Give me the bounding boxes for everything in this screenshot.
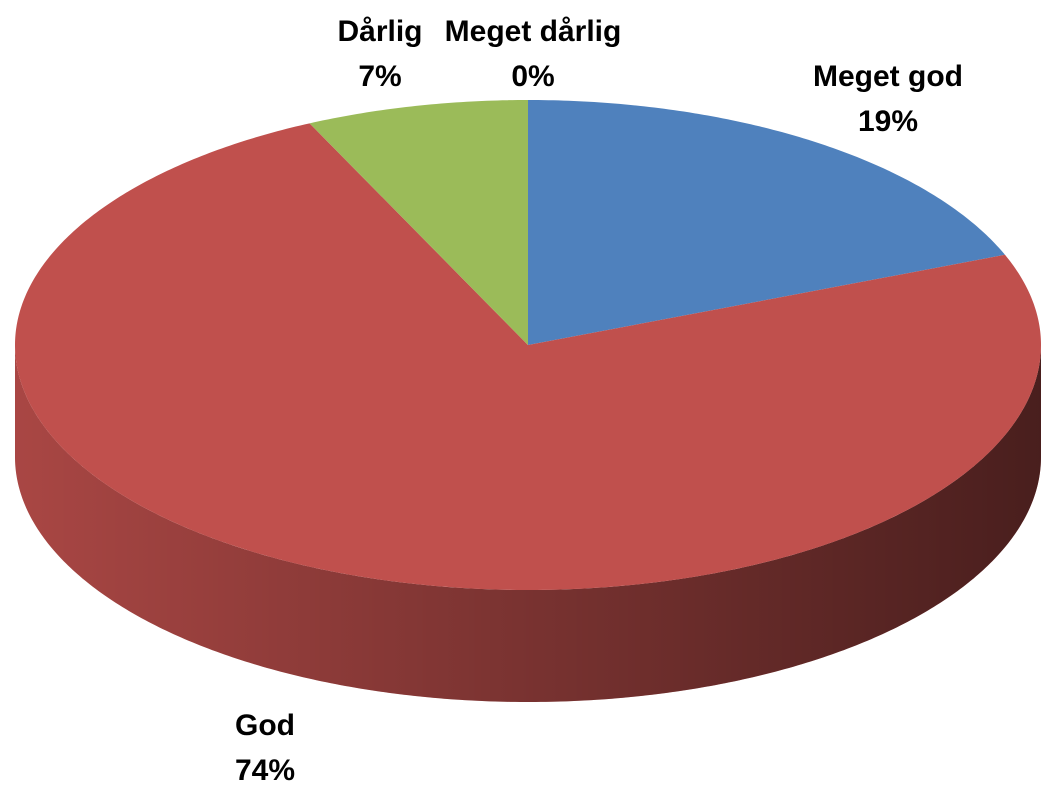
- slice-value-label: 7%: [358, 60, 401, 93]
- slice-value-label: 74%: [235, 754, 295, 787]
- slice-label: Meget dårlig: [445, 15, 622, 48]
- pie-slice: [15, 123, 1041, 590]
- slice-label: Meget god: [813, 60, 963, 93]
- slice-label: God: [235, 709, 295, 742]
- slice-value-label: 0%: [511, 60, 554, 93]
- slice-value-label: 19%: [858, 105, 918, 138]
- slice-label: Dårlig: [337, 15, 422, 48]
- pie-slice: [309, 100, 528, 345]
- pie-slice: [528, 100, 1005, 345]
- pie-side-shade: [15, 345, 1041, 702]
